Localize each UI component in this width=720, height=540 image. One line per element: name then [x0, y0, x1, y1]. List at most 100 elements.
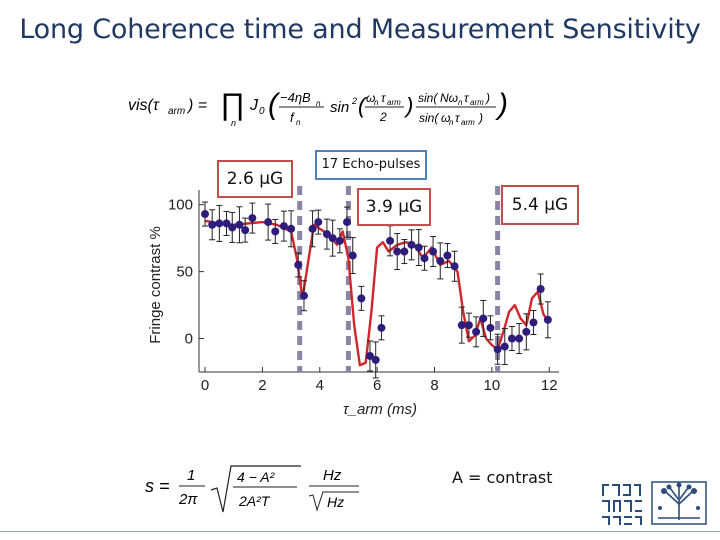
svg-text:n: n — [296, 118, 301, 127]
slide-title: Long Coherence time and Measurement Sens… — [19, 14, 701, 45]
field-label-3-9: 3.9 μG — [357, 188, 431, 226]
data-point — [248, 214, 257, 223]
svg-text:τ: τ — [381, 91, 387, 105]
data-point — [235, 220, 244, 229]
y-tick-label: 50 — [176, 264, 193, 281]
data-point — [536, 285, 545, 294]
svg-text:n: n — [316, 99, 321, 108]
x-tick-label: 8 — [430, 377, 438, 394]
contrast-note: A = contrast — [452, 468, 553, 487]
svg-text:0: 0 — [259, 106, 265, 117]
svg-text:τ: τ — [455, 111, 461, 125]
svg-text:sin: sin — [330, 99, 349, 116]
data-point — [414, 243, 423, 252]
svg-text:) =: ) = — [186, 97, 207, 114]
x-axis-label: τ_arm (ms) — [343, 401, 417, 418]
svg-text:2A²T: 2A²T — [238, 493, 271, 509]
svg-text:sin(: sin( — [419, 111, 440, 125]
svg-text:s: s — [145, 476, 154, 496]
y-tick-label: 100 — [168, 197, 193, 214]
svg-text:): ) — [484, 91, 490, 105]
data-point — [299, 291, 308, 300]
data-point — [464, 321, 473, 330]
x-tick-label: 0 — [201, 377, 209, 394]
data-point — [322, 230, 331, 239]
data-point — [215, 219, 224, 228]
data-point — [420, 254, 429, 263]
data-point — [348, 251, 357, 260]
visibility-equation: vis(τ arm ) = ∏ n J 0 ( −4ηB n f n sin 2… — [128, 82, 588, 135]
data-point — [294, 260, 303, 269]
data-point — [500, 342, 509, 351]
data-point — [357, 294, 366, 303]
svg-text:n: n — [231, 118, 236, 128]
data-point — [371, 355, 380, 364]
svg-text:4 − A²: 4 − A² — [237, 469, 276, 485]
data-point — [365, 351, 374, 360]
data-point — [386, 236, 395, 245]
data-point — [479, 314, 488, 323]
x-tick-label: 2 — [258, 377, 266, 394]
svg-text:f: f — [290, 110, 295, 125]
svg-text:arm: arm — [461, 118, 475, 127]
svg-text:(: ( — [268, 88, 281, 121]
x-tick-label: 4 — [316, 377, 324, 394]
sensitivity-equation-graphic: s = 1 2π 4 − A² 2A²T Hz Hz — [145, 465, 359, 513]
data-point — [264, 218, 273, 227]
svg-text:τ: τ — [464, 91, 470, 105]
data-point — [314, 218, 323, 227]
x-tick-label: 10 — [484, 377, 501, 394]
data-point — [287, 224, 296, 233]
svg-text:vis(τ: vis(τ — [128, 97, 160, 114]
y-tick-label: 0 — [185, 331, 193, 348]
svg-text:n: n — [458, 98, 463, 107]
data-point — [400, 247, 409, 256]
svg-text:1: 1 — [187, 467, 195, 484]
field-label-2-6: 2.6 μG — [217, 160, 293, 198]
data-point — [507, 334, 516, 343]
svg-text:arm: arm — [168, 106, 185, 117]
y-axis-label: Fringe contrast % — [147, 226, 164, 344]
data-point — [529, 318, 538, 327]
data-point — [472, 327, 481, 336]
echo-pulses-label: 17 Echo-pulses — [315, 150, 427, 180]
data-point — [443, 251, 452, 260]
data-point — [241, 226, 250, 235]
x-tick-label: 6 — [373, 377, 381, 394]
svg-text:2: 2 — [379, 110, 387, 124]
data-point — [429, 247, 438, 256]
data-point — [407, 240, 416, 249]
svg-text:2: 2 — [351, 96, 357, 106]
svg-text:−4ηB: −4ηB — [280, 90, 311, 105]
svg-text:(: ( — [358, 93, 368, 118]
data-point — [201, 210, 209, 219]
svg-text:Nω: Nω — [440, 91, 458, 105]
svg-text:arm: arm — [470, 98, 484, 107]
svg-text:n: n — [374, 98, 379, 107]
data-point — [543, 315, 552, 324]
svg-text:sin(: sin( — [418, 91, 439, 105]
svg-text:Hz: Hz — [323, 467, 342, 484]
svg-text:Hz: Hz — [327, 494, 344, 510]
sensitivity-equation: s = 1 2π 4 − A² 2A²T Hz Hz — [145, 460, 385, 525]
data-point — [271, 227, 280, 236]
svg-text:∏: ∏ — [220, 88, 245, 121]
data-point — [393, 247, 402, 256]
data-point — [515, 334, 524, 343]
field-label-5-4: 5.4 μG — [501, 185, 579, 225]
svg-text:ω: ω — [441, 111, 450, 125]
svg-text:n: n — [449, 118, 454, 127]
svg-text:): ) — [495, 88, 508, 121]
data-point — [457, 321, 466, 330]
data-point — [335, 236, 344, 245]
data-point — [343, 218, 352, 227]
svg-text:J: J — [249, 97, 259, 114]
university-seal-icon — [602, 481, 707, 525]
data-point — [436, 256, 445, 265]
footer-divider — [0, 531, 720, 532]
data-point — [222, 219, 231, 228]
svg-text:arm: arm — [387, 98, 401, 107]
data-point — [228, 223, 237, 232]
svg-text:2π: 2π — [178, 491, 198, 508]
